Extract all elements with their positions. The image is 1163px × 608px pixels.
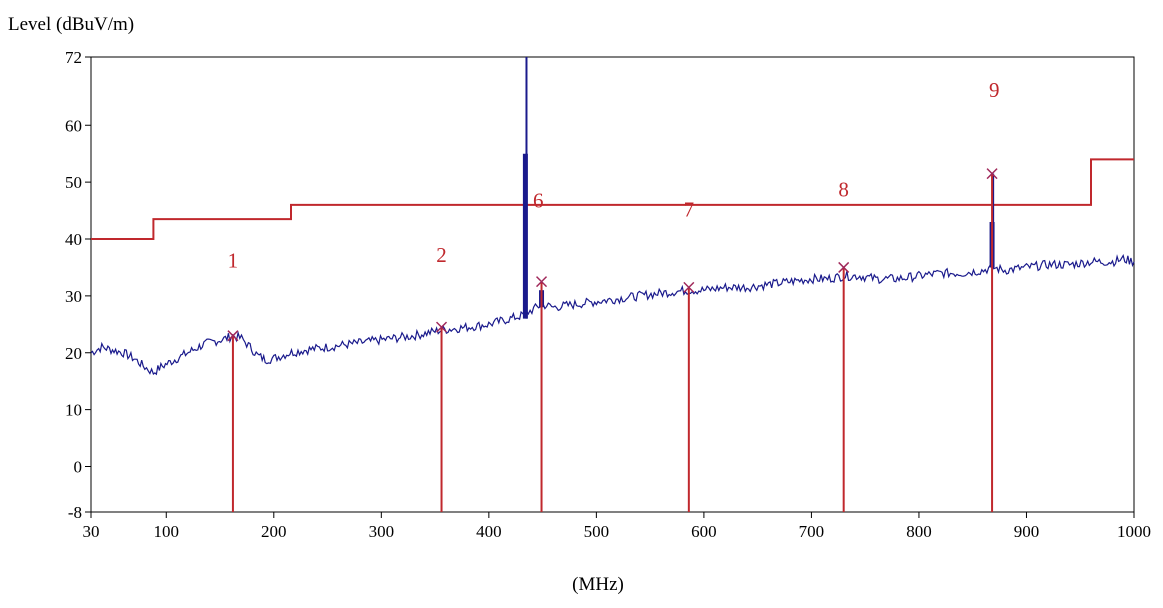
x-tick-label: 200 xyxy=(261,522,287,541)
marker-cross xyxy=(838,261,850,273)
y-tick-label: 30 xyxy=(65,287,82,306)
limit-line-layer xyxy=(91,158,1134,240)
y-tick-label: 20 xyxy=(65,344,82,363)
x-tick-label: 800 xyxy=(906,522,932,541)
y-tick-label: 60 xyxy=(65,116,82,135)
trace-line xyxy=(90,253,1135,376)
y-tick-label: 72 xyxy=(65,48,82,67)
x-tick-label: 900 xyxy=(1014,522,1040,541)
marker-cross xyxy=(227,330,239,342)
marker-label: 8 xyxy=(838,177,849,201)
x-tick-label: 700 xyxy=(799,522,825,541)
y-tick-label: -8 xyxy=(68,503,82,522)
x-tick-label: 400 xyxy=(476,522,502,541)
x-tick-label: 1000 xyxy=(1117,522,1151,541)
x-tick-label: 500 xyxy=(584,522,610,541)
x-tick-label: 30 xyxy=(83,522,100,541)
limit-line xyxy=(91,158,1134,240)
y-tick-label: 50 xyxy=(65,173,82,192)
marker-layer: 1 2 6 7 8 9 xyxy=(227,78,1000,512)
marker-label: 9 xyxy=(989,78,1000,102)
marker-cross xyxy=(986,168,998,180)
marker-label: 1 xyxy=(228,248,239,272)
plot-border xyxy=(90,56,1135,513)
y-axis-title: Level (dBuV/m) xyxy=(8,14,134,35)
y-tick-label: 10 xyxy=(65,401,82,420)
marker-label: 7 xyxy=(684,197,695,221)
marker-cross xyxy=(683,281,695,293)
y-axis: -8 0 10 20 30 40 50 60 72 xyxy=(65,48,91,522)
marker-label: 2 xyxy=(436,243,447,267)
marker-cross xyxy=(436,321,448,333)
marker-cross xyxy=(536,276,548,288)
x-axis-title: (MHz) xyxy=(572,574,624,595)
y-tick-label: 40 xyxy=(65,230,82,249)
marker-label: 6 xyxy=(533,189,544,213)
y-tick-label: 0 xyxy=(74,458,83,477)
trace-layer xyxy=(90,57,1135,376)
x-axis: 30 100 200 300 400 500 600 700 800 900 1000 xyxy=(83,512,1151,541)
x-tick-label: 100 xyxy=(154,522,180,541)
x-tick-label: 300 xyxy=(369,522,395,541)
x-tick-label: 600 xyxy=(691,522,717,541)
plot-area xyxy=(90,56,1135,513)
